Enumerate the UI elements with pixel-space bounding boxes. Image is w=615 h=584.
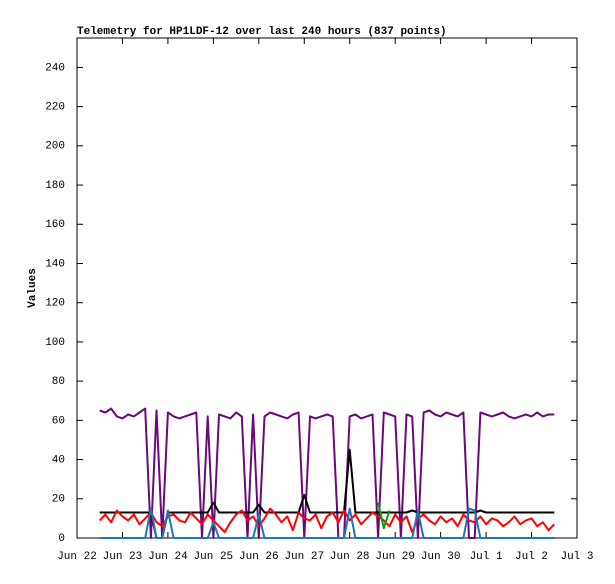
y-tick-label: 40 — [52, 454, 65, 466]
plot-frame — [76, 37, 578, 539]
y-tick-label: 100 — [45, 337, 65, 349]
y-tick-label: 160 — [45, 219, 65, 231]
y-tick-label: 140 — [45, 258, 65, 270]
series-line — [98, 507, 556, 534]
y-axis-title: Values — [27, 268, 39, 308]
chart-title: Telemetry for HP1LDF-12 over last 240 ho… — [77, 26, 447, 38]
x-tick-label: Jul 2 — [515, 551, 548, 563]
x-tick-label: Jun 22 — [57, 551, 97, 563]
x-tick-label: Jun 28 — [330, 551, 370, 563]
x-tick-label: Jun 24 — [148, 551, 188, 563]
series-line — [377, 502, 391, 530]
series-line — [99, 507, 555, 539]
y-tick-label: 180 — [45, 180, 65, 192]
y-tick-label: 200 — [45, 141, 65, 153]
series-line — [99, 448, 555, 539]
y-tick-label: 80 — [52, 376, 65, 388]
x-tick-label: Jun 26 — [239, 551, 279, 563]
x-tick-label: Jun 30 — [421, 551, 461, 563]
x-tick-label: Jul 1 — [470, 551, 503, 563]
y-tick-label: 240 — [45, 62, 65, 74]
x-tick-label: Jun 23 — [103, 551, 143, 563]
y-tick-label: 20 — [52, 494, 65, 506]
x-tick-label: Jul 3 — [560, 551, 593, 563]
y-tick-label: 120 — [45, 298, 65, 310]
series-line — [99, 407, 555, 539]
y-tick-label: 60 — [52, 415, 65, 427]
x-tick-label: Jun 29 — [375, 551, 415, 563]
y-tick-label: 0 — [58, 533, 65, 545]
x-tick-label: Jun 27 — [284, 551, 324, 563]
x-tick-label: Jun 25 — [194, 551, 234, 563]
y-tick-label: 220 — [45, 102, 65, 114]
